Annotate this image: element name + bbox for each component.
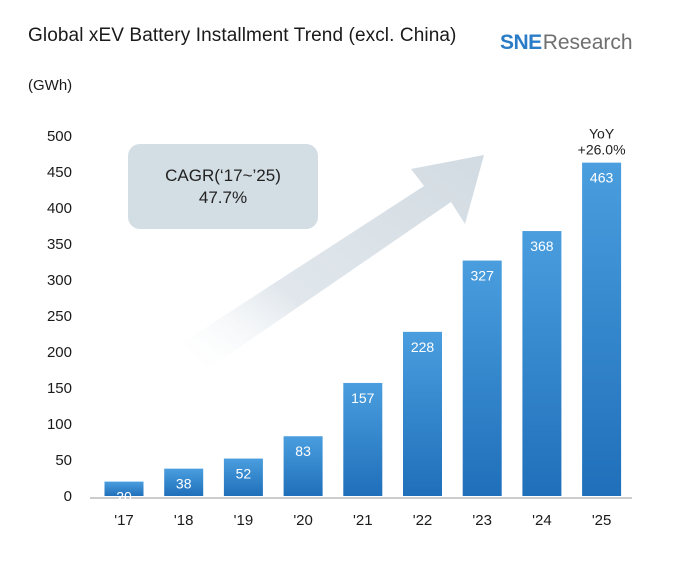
bar-value-label: 327 [471,268,495,284]
bar-23 [462,260,502,496]
y-tick-label: 500 [47,128,72,145]
y-axis-ticks: 0 50 100 150 200 250 300 350 400 450 500 [47,128,72,505]
y-tick-label: 0 [64,488,72,505]
bar-value-label: 52 [236,466,252,482]
x-tick-label: '23 [472,512,492,529]
x-tick-label: '19 [234,512,254,529]
yoy-label: YoY [589,126,615,142]
y-tick-label: 150 [47,380,72,397]
y-tick-label: 300 [47,272,72,289]
logo-brand: SNE [500,31,542,54]
trend-arrow [182,155,484,369]
y-tick-label: 100 [47,416,72,433]
x-tick-label: '25 [592,512,612,529]
bar-17 [104,481,144,496]
cagr-callout: CAGR(‘17~’25) 47.7% [128,144,318,229]
logo-brand-tail: Research [542,31,633,54]
bar-21 [343,382,383,496]
x-tick-label: '18 [174,512,194,529]
x-tick-label: '22 [413,512,433,529]
bar-18 [164,468,204,496]
x-axis-ticks: '17 '18 '19 '20 '21 '22 '23 '24 '25 [114,512,611,529]
x-tick-label: '20 [293,512,313,529]
y-tick-label: 400 [47,200,72,217]
bar-19 [223,458,263,496]
bar-25 [582,162,622,496]
y-axis-unit-label: (GWh) [28,77,73,94]
chart-title: Global xEV Battery Installment Trend (ex… [28,25,457,46]
x-tick-label: '24 [532,512,552,529]
bar-value-label: 20 [116,489,132,505]
bars-group: 20 38 52 83 157 228 327 368 463 [104,162,622,505]
bar-value-label: 38 [176,476,192,492]
y-tick-label: 50 [55,452,72,469]
bar-20 [283,436,323,496]
x-tick-label: '21 [353,512,373,529]
cagr-label: CAGR(‘17~’25) [165,165,281,185]
yoy-value: +26.0% [578,142,626,158]
sne-research-logo: SNE Research [500,31,633,55]
bar-value-label: 368 [530,238,554,254]
bar-value-label: 83 [295,443,311,459]
cagr-value: 47.7% [198,187,248,207]
bar-value-label: 463 [590,170,614,186]
y-tick-label: 250 [47,308,72,325]
bar-value-label: 228 [411,339,435,355]
bar-22 [403,331,442,496]
x-tick-label: '17 [114,512,134,529]
y-tick-label: 200 [47,344,72,361]
y-tick-label: 350 [47,236,72,253]
bar-24 [522,231,562,497]
y-tick-label: 450 [47,164,72,181]
bar-value-label: 157 [351,390,375,406]
yoy-annotation: YoY +26.0% [578,126,626,158]
